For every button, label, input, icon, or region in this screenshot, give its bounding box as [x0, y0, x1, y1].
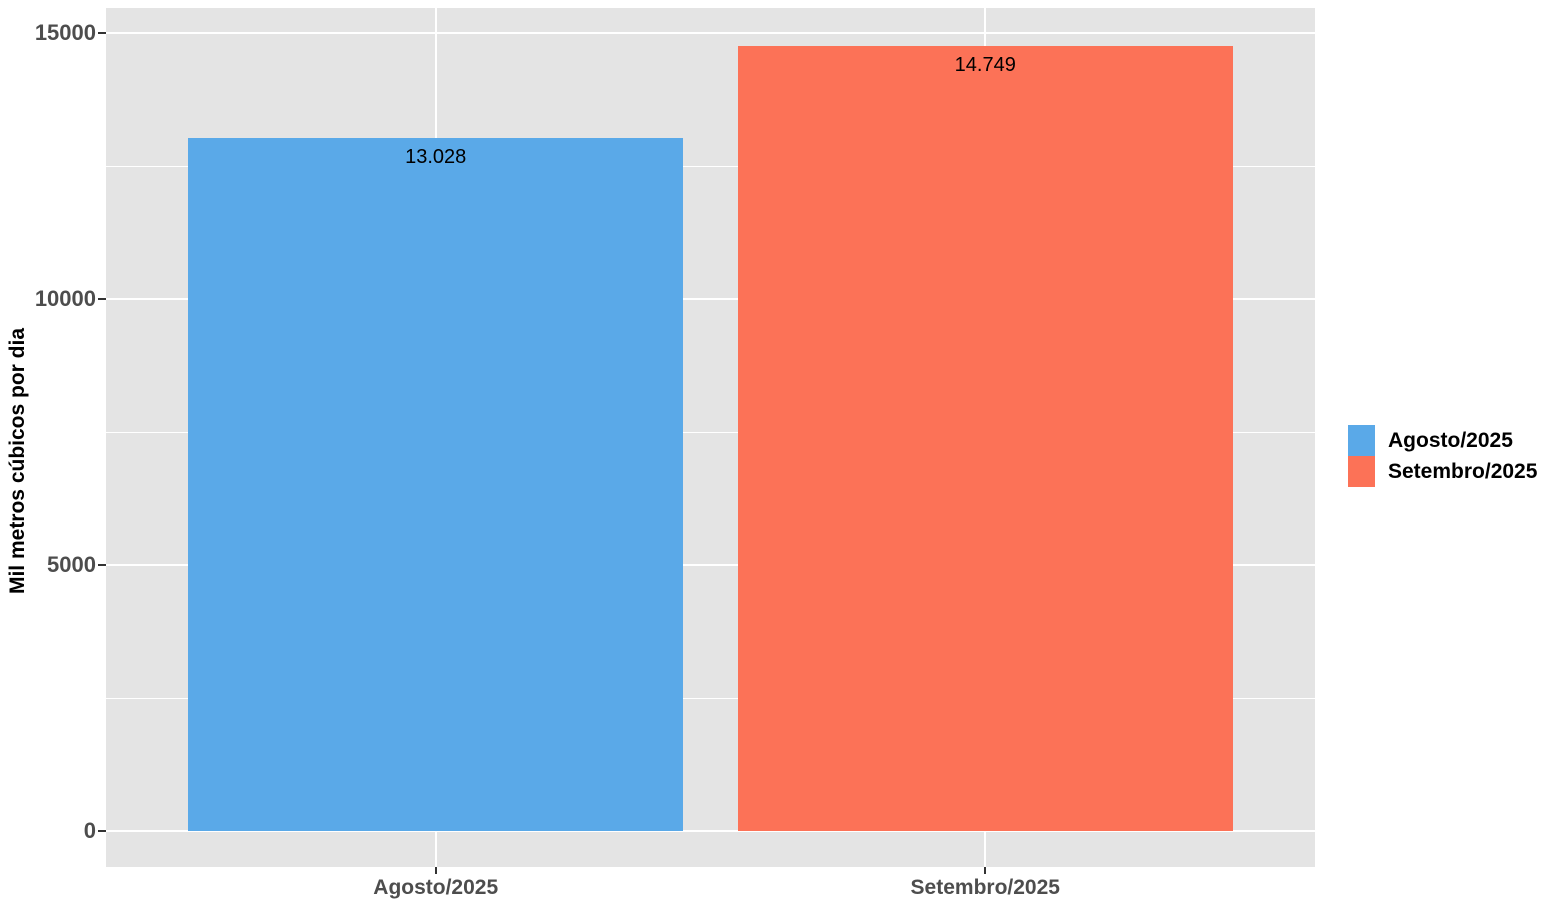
- y-tick-label: 5000: [47, 552, 96, 577]
- y-tick-label: 15000: [34, 20, 96, 45]
- bar-Agosto/2025[interactable]: [188, 137, 684, 831]
- horizontal-major-gridline: [106, 564, 1315, 566]
- legend-label: Agosto/2025: [1388, 428, 1513, 452]
- legend-label: Setembro/2025: [1388, 459, 1538, 483]
- x-tick-label: Setembro/2025: [910, 876, 1060, 899]
- y-tick-label: 10000: [34, 286, 96, 311]
- y-tick-mark: [98, 830, 106, 832]
- horizontal-major-gridline: [106, 830, 1315, 832]
- horizontal-minor-gridline: [106, 697, 1315, 699]
- y-tick-mark: [98, 298, 106, 300]
- y-tick-mark: [98, 32, 106, 34]
- x-tick-label: Agosto/2025: [373, 876, 499, 899]
- legend-entry: Agosto/2025: [1348, 425, 1537, 456]
- bar-Setembro/2025[interactable]: [737, 46, 1233, 831]
- y-tick-label: 0: [83, 818, 96, 843]
- legend-entry: Setembro/2025: [1348, 456, 1537, 487]
- x-tick-mark: [984, 867, 987, 874]
- plot-panel: 13.028 14.749: [106, 8, 1315, 867]
- horizontal-major-gridline: [106, 298, 1315, 300]
- horizontal-minor-gridline: [106, 431, 1315, 433]
- x-tick-mark: [434, 867, 437, 874]
- bar-value-label: 14.749: [954, 54, 1016, 77]
- bar-value-label: 13.028: [405, 145, 467, 168]
- legend-swatch: [1348, 425, 1375, 456]
- legend-swatch: [1348, 456, 1375, 487]
- y-tick-mark: [98, 564, 106, 566]
- horizontal-minor-gridline: [106, 165, 1315, 167]
- legend: Agosto/2025 Setembro/2025: [1348, 425, 1537, 487]
- horizontal-major-gridline: [106, 32, 1315, 34]
